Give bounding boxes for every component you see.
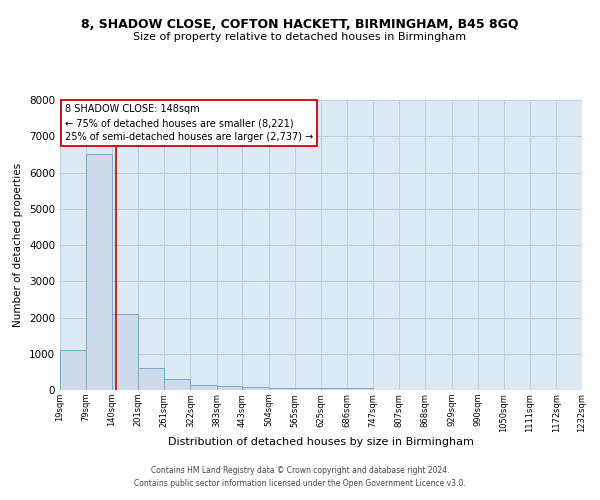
Bar: [60, 350, 86, 390]
Text: 8 SHADOW CLOSE: 148sqm
← 75% of detached houses are smaller (8,221)
25% of semi-: 8 SHADOW CLOSE: 148sqm ← 75% of detached…: [65, 104, 313, 142]
Text: 8, SHADOW CLOSE, COFTON HACKETT, BIRMINGHAM, B45 8GQ: 8, SHADOW CLOSE, COFTON HACKETT, BIRMING…: [81, 18, 519, 30]
X-axis label: Distribution of detached houses by size in Birmingham: Distribution of detached houses by size …: [168, 438, 474, 448]
Bar: [242, 387, 269, 390]
Y-axis label: Number of detached properties: Number of detached properties: [13, 163, 23, 327]
Bar: [269, 388, 295, 390]
Bar: [86, 154, 112, 390]
Bar: [321, 388, 347, 390]
Bar: [190, 384, 217, 390]
Bar: [347, 388, 373, 390]
Bar: [139, 368, 164, 390]
Bar: [112, 314, 139, 390]
Text: Size of property relative to detached houses in Birmingham: Size of property relative to detached ho…: [133, 32, 467, 42]
Text: Contains HM Land Registry data © Crown copyright and database right 2024.
Contai: Contains HM Land Registry data © Crown c…: [134, 466, 466, 487]
Bar: [295, 388, 321, 390]
Bar: [217, 386, 242, 390]
Bar: [164, 379, 190, 390]
